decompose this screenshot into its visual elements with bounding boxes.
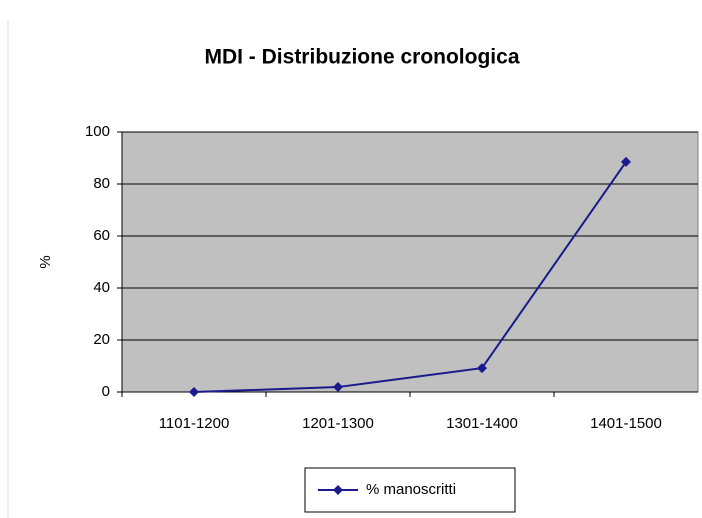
x-tick-label: 1301-1400 bbox=[446, 415, 518, 432]
y-tick-label: 20 bbox=[93, 331, 110, 348]
point bbox=[477, 363, 487, 374]
point bbox=[189, 387, 199, 397]
y-tick-label: 80 bbox=[93, 175, 110, 192]
point bbox=[621, 156, 631, 167]
legend-label: % manoscritti bbox=[366, 481, 456, 498]
y-tick-label: 0 bbox=[102, 383, 110, 400]
y-tick-label: 40 bbox=[93, 279, 110, 296]
series-line bbox=[193, 161, 627, 393]
y-tick-label: 100 bbox=[85, 123, 110, 140]
x-tick-label: 1401-1500 bbox=[590, 415, 662, 432]
chart-title: MDI - Distribuzione cronologica bbox=[204, 46, 519, 69]
point bbox=[333, 382, 343, 393]
y-axis-label: % bbox=[37, 255, 54, 268]
x-tick-label: 1101-1200 bbox=[159, 415, 230, 432]
y-tick-label: 60 bbox=[93, 227, 110, 244]
legend-marker bbox=[333, 485, 343, 495]
plot-background bbox=[121, 131, 699, 393]
x-tick-label: 1201-1300 bbox=[302, 415, 374, 432]
